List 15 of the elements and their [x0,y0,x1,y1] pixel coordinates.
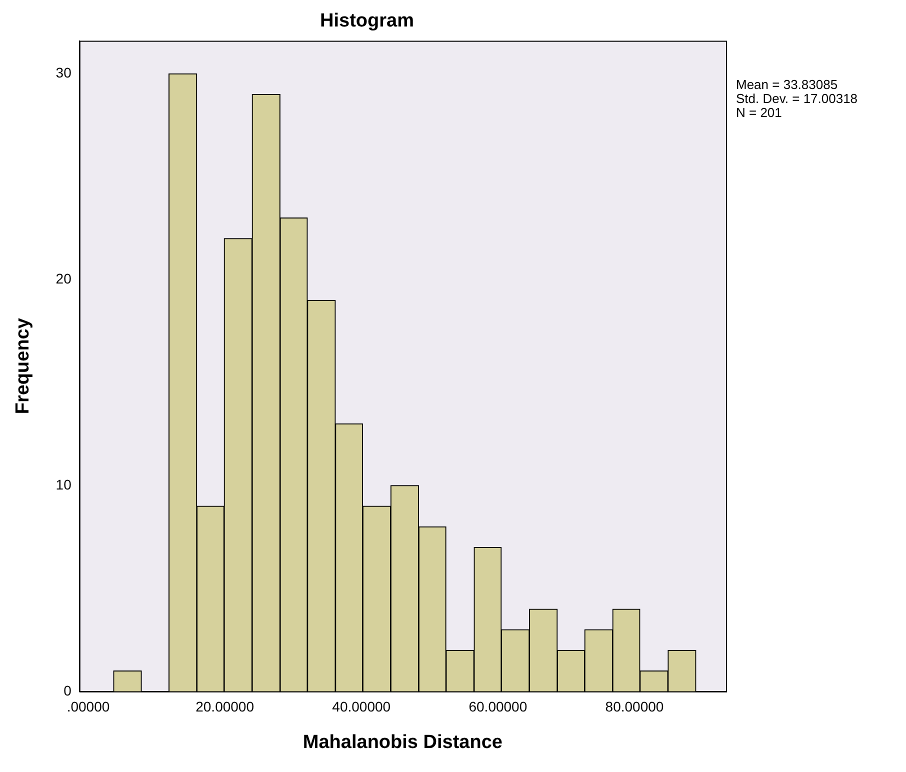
text: Mean = 33.83085 [736,77,839,92]
text: Std. Dev. = 17.00318 [736,91,858,106]
y-tick-label: 0 [64,682,72,698]
x-tick-label: 40.00000 [332,698,391,715]
x-tick-label: .00000 [66,698,110,715]
x-tick-label: 60.00000 [468,698,528,715]
y-tick-label: 30 [56,64,72,81]
y-tick-label: 20 [56,270,72,286]
chart-title: Histogram [320,10,414,32]
y-tick-label: 10 [56,476,72,492]
x-tick-label: 80.00000 [605,698,664,715]
x-axis-title: Mahalanobis Distance [302,732,502,753]
text: N = 201 [736,105,783,120]
x-tick-label: 20.00000 [196,698,254,715]
y-axis-title: Frequency [12,318,34,414]
